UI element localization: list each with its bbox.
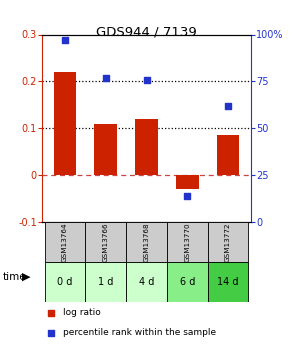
Text: 14 d: 14 d	[217, 277, 239, 287]
Point	[63, 37, 67, 43]
Text: GSM13770: GSM13770	[184, 223, 190, 262]
Text: 6 d: 6 d	[180, 277, 195, 287]
Text: 1 d: 1 d	[98, 277, 113, 287]
Bar	[217, 136, 239, 175]
Bar	[45, 222, 85, 262]
Bar	[45, 262, 85, 302]
Text: GSM13766: GSM13766	[103, 223, 109, 262]
Text: ▶: ▶	[22, 272, 30, 282]
Text: GDS944 / 7139: GDS944 / 7139	[96, 26, 197, 39]
Text: GSM13772: GSM13772	[225, 223, 231, 262]
Text: GSM13768: GSM13768	[144, 223, 149, 262]
Point	[226, 103, 230, 109]
Text: 4 d: 4 d	[139, 277, 154, 287]
Bar	[85, 262, 126, 302]
Bar	[135, 119, 158, 175]
Bar	[176, 175, 199, 189]
Text: log ratio: log ratio	[63, 308, 101, 317]
Bar	[208, 222, 248, 262]
Text: 0 d: 0 d	[57, 277, 73, 287]
Bar	[167, 262, 208, 302]
Point	[48, 310, 53, 316]
Text: time: time	[3, 272, 27, 282]
Text: GSM13764: GSM13764	[62, 223, 68, 262]
Bar	[54, 72, 76, 175]
Bar	[94, 124, 117, 175]
Text: percentile rank within the sample: percentile rank within the sample	[63, 328, 217, 337]
Bar	[208, 262, 248, 302]
Point	[48, 330, 53, 336]
Point	[144, 77, 149, 82]
Bar	[126, 262, 167, 302]
Point	[103, 75, 108, 80]
Bar	[167, 222, 208, 262]
Bar	[85, 222, 126, 262]
Point	[185, 193, 190, 199]
Bar	[126, 222, 167, 262]
